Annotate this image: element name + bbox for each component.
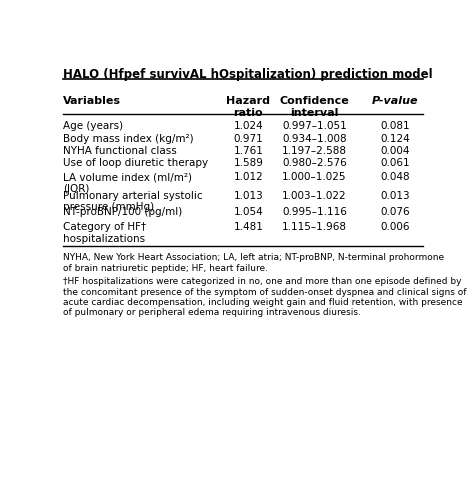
Text: 0.004: 0.004 xyxy=(381,146,410,156)
Text: LA volume index (ml/m²)
(IQR): LA volume index (ml/m²) (IQR) xyxy=(63,172,192,194)
Text: 1.000–1.025: 1.000–1.025 xyxy=(283,172,347,182)
Text: 1.589: 1.589 xyxy=(234,158,264,168)
Text: 1.024: 1.024 xyxy=(234,121,264,131)
Text: Category of HF†
hospitalizations: Category of HF† hospitalizations xyxy=(63,223,146,244)
Text: 1.012: 1.012 xyxy=(234,172,264,182)
Text: 0.061: 0.061 xyxy=(381,158,410,168)
Text: NT-proBNP/100 (pg/ml): NT-proBNP/100 (pg/ml) xyxy=(63,207,182,217)
Text: NYHA, New York Heart Association; LA, left atria; NT-proBNP, N-terminal prohormo: NYHA, New York Heart Association; LA, le… xyxy=(63,253,444,273)
Text: 1.003–1.022: 1.003–1.022 xyxy=(282,191,347,201)
Text: 0.997–1.051: 0.997–1.051 xyxy=(282,121,347,131)
Text: Use of loop diuretic therapy: Use of loop diuretic therapy xyxy=(63,158,208,168)
Text: 0.081: 0.081 xyxy=(381,121,410,131)
Text: HALO (Hfpef survivAL hOspitalization) prediction model: HALO (Hfpef survivAL hOspitalization) pr… xyxy=(63,68,433,81)
Text: 0.980–2.576: 0.980–2.576 xyxy=(282,158,347,168)
Text: 0.013: 0.013 xyxy=(381,191,410,201)
Text: 1.197–2.588: 1.197–2.588 xyxy=(282,146,347,156)
Text: 1.115–1.968: 1.115–1.968 xyxy=(282,223,347,232)
Text: 0.048: 0.048 xyxy=(381,172,410,182)
Text: 1.761: 1.761 xyxy=(234,146,264,156)
Text: 0.934–1.008: 0.934–1.008 xyxy=(282,134,347,143)
Text: †HF hospitalizations were categorized in no, one and more than one episode defin: †HF hospitalizations were categorized in… xyxy=(63,277,466,318)
Text: 0.006: 0.006 xyxy=(381,223,410,232)
Text: NYHA functional class: NYHA functional class xyxy=(63,146,177,156)
Text: 0.971: 0.971 xyxy=(234,134,264,143)
Text: 0.076: 0.076 xyxy=(381,207,410,217)
Text: Variables: Variables xyxy=(63,96,121,106)
Text: Age (years): Age (years) xyxy=(63,121,123,131)
Text: P-value: P-value xyxy=(372,96,419,106)
Text: Pulmonary arterial systolic
pressure (mmHg): Pulmonary arterial systolic pressure (mm… xyxy=(63,191,202,212)
Text: 0.124: 0.124 xyxy=(381,134,410,143)
Text: Confidence
interval: Confidence interval xyxy=(280,96,349,118)
Text: Body mass index (kg/m²): Body mass index (kg/m²) xyxy=(63,134,193,143)
Text: 1.013: 1.013 xyxy=(234,191,264,201)
Text: Hazard
ratio: Hazard ratio xyxy=(227,96,271,118)
Text: 1.054: 1.054 xyxy=(234,207,264,217)
Text: 0.995–1.116: 0.995–1.116 xyxy=(282,207,347,217)
Text: 1.481: 1.481 xyxy=(234,223,264,232)
